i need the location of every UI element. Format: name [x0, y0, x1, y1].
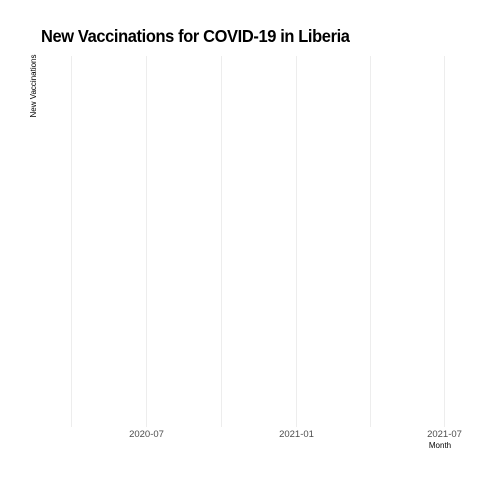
x-tick-label: 2020-07	[129, 429, 164, 440]
y-axis-title: New Vaccinations	[29, 55, 38, 118]
x-axis-title: Month	[429, 441, 451, 450]
chart-title: New Vaccinations for COVID-19 in Liberia	[41, 26, 350, 46]
x-tick-labels: 2020-07 2021-01 2021-07	[129, 429, 462, 440]
gridlines	[71, 56, 445, 427]
x-tick-label: 2021-07	[427, 429, 462, 440]
x-tick-label: 2021-01	[279, 429, 314, 440]
